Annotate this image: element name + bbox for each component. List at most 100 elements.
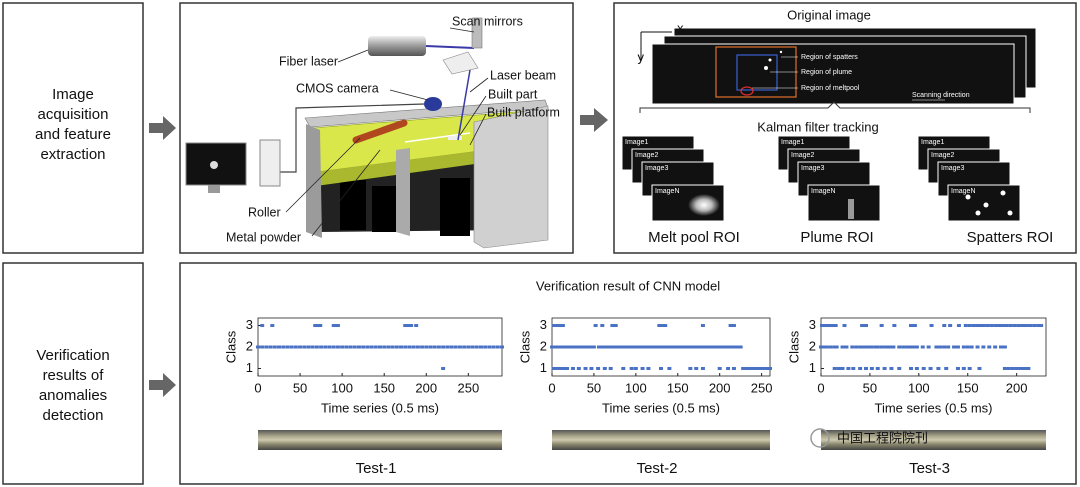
point: [462, 345, 467, 349]
point: [405, 324, 410, 328]
point: [897, 366, 902, 370]
point: [487, 345, 492, 349]
point: [1014, 366, 1019, 370]
frame-label: Image3: [645, 165, 668, 172]
point: [659, 366, 663, 370]
point: [920, 345, 925, 349]
frame-label: ImageN: [655, 188, 680, 195]
x-tick-label: 200: [709, 380, 731, 395]
roi-caption: Melt pool ROI: [648, 229, 740, 246]
point: [399, 345, 404, 349]
point: [999, 345, 1003, 349]
point: [373, 345, 378, 349]
point: [892, 324, 897, 328]
setup-label: Laser beam: [490, 68, 556, 82]
roi-content: [975, 210, 981, 216]
point: [981, 324, 986, 328]
point: [386, 345, 391, 349]
point: [478, 345, 483, 349]
x-tick-label: 150: [373, 380, 395, 395]
point: [608, 345, 613, 349]
point: [1036, 324, 1041, 328]
point: [682, 345, 687, 349]
point: [955, 366, 960, 370]
point: [558, 366, 563, 370]
y-tick-label: 3: [809, 317, 816, 332]
y-axis-label: Class: [517, 330, 532, 363]
test-caption: Test-2: [637, 460, 678, 477]
setup-label: Fiber laser: [279, 54, 338, 68]
point: [741, 366, 746, 370]
point: [963, 324, 968, 328]
point: [882, 366, 887, 370]
point: [879, 345, 884, 349]
point: [688, 366, 693, 370]
test-image: [258, 430, 502, 450]
point: [1024, 324, 1029, 328]
point: [842, 324, 847, 328]
point: [432, 345, 437, 349]
point: [348, 345, 353, 349]
point: [961, 366, 966, 370]
point: [862, 345, 867, 349]
point: [677, 345, 682, 349]
setup-label: Metal powder: [226, 230, 301, 244]
point: [1032, 324, 1037, 328]
y-tick-label: 3: [246, 317, 253, 332]
point: [617, 345, 622, 349]
point: [763, 366, 768, 370]
point: [854, 345, 859, 349]
arrow: [580, 108, 608, 132]
point: [926, 345, 931, 349]
point: [415, 345, 420, 349]
frame-label: Image3: [941, 165, 964, 172]
point: [403, 345, 408, 349]
roi-content: [1007, 210, 1013, 216]
point: [912, 324, 917, 328]
point: [728, 324, 733, 328]
point: [331, 345, 336, 349]
point: [692, 345, 697, 349]
point: [910, 345, 915, 349]
point: [298, 345, 303, 349]
point: [961, 345, 966, 349]
point: [403, 324, 408, 328]
point: [901, 345, 906, 349]
y-tick-label: 2: [809, 338, 816, 353]
point: [875, 345, 880, 349]
roi-caption: Spatters ROI: [967, 229, 1054, 246]
point: [689, 345, 694, 349]
point: [851, 366, 856, 370]
point: [667, 366, 672, 370]
point: [352, 345, 357, 349]
point: [936, 366, 941, 370]
point: [1004, 324, 1009, 328]
point: [281, 345, 286, 349]
point: [858, 366, 863, 370]
y-tick-label: 3: [540, 317, 547, 332]
point: [746, 366, 751, 370]
point: [993, 324, 998, 328]
point: [985, 324, 990, 328]
roi-content: [983, 202, 989, 208]
point: [382, 345, 387, 349]
roi-content: [965, 194, 971, 200]
point: [864, 366, 868, 370]
point: [335, 345, 340, 349]
point: [655, 345, 660, 349]
point: [495, 345, 500, 349]
x-tick-label: 50: [587, 380, 601, 395]
point: [942, 324, 947, 328]
point: [1039, 324, 1044, 328]
point: [965, 345, 970, 349]
point: [864, 324, 868, 328]
stage-text: results of: [43, 367, 105, 384]
point: [457, 345, 462, 349]
point: [466, 345, 471, 349]
point: [306, 345, 311, 349]
y-tick-label: 2: [540, 338, 547, 353]
point: [989, 324, 994, 328]
point: [277, 345, 282, 349]
